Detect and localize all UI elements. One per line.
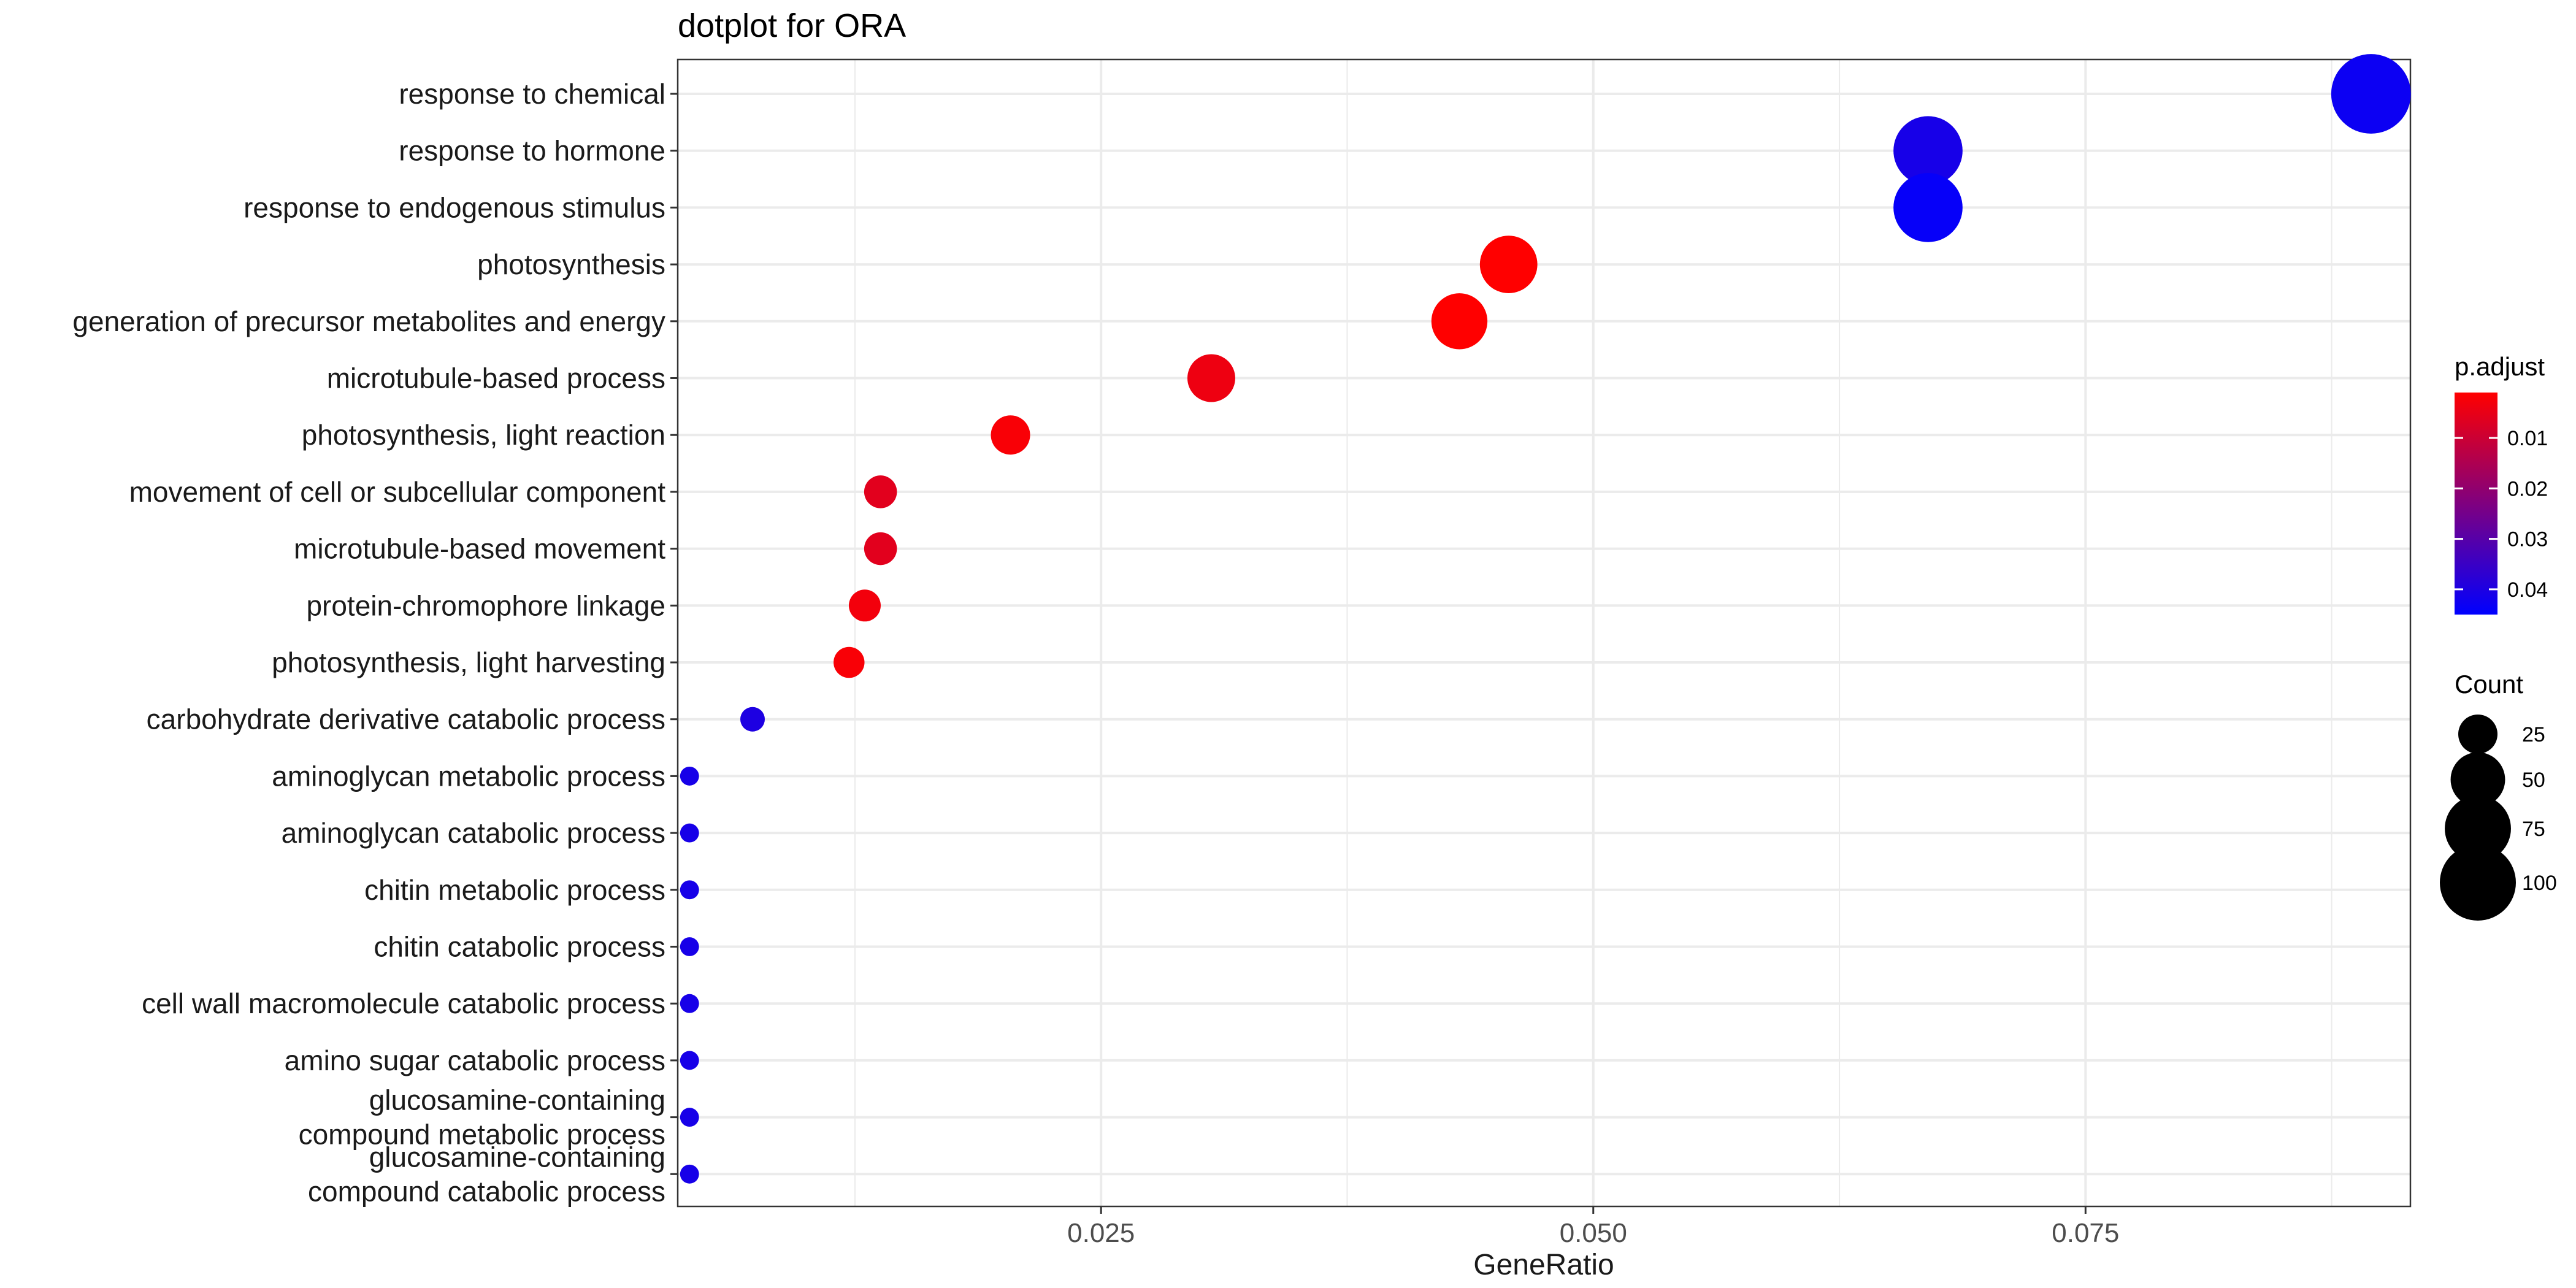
color-legend: p.adjust 0.01 0.02 0.03 0.04 xyxy=(2455,352,2548,615)
data-point xyxy=(680,994,699,1013)
category-label: response to chemical xyxy=(399,78,665,110)
size-legend: Count 25 50 75 100 xyxy=(2440,670,2557,921)
x-axis-title: GeneRatio xyxy=(1473,1249,1614,1281)
size-legend-items: 25 50 75 100 xyxy=(2440,715,2557,921)
data-point xyxy=(864,475,897,508)
color-bar-ticks: 0.01 0.02 0.03 0.04 xyxy=(2455,427,2548,602)
data-point xyxy=(680,766,699,786)
size-legend-label: 50 xyxy=(2522,769,2545,792)
category-label: photosynthesis, light harvesting xyxy=(272,646,665,678)
data-point xyxy=(848,589,881,622)
size-legend-dot xyxy=(2450,752,2505,807)
x-axis: 0.025 0.050 0.075 xyxy=(1067,1206,2119,1248)
color-bar-tick-label: 0.01 xyxy=(2507,427,2548,450)
x-tick-label: 0.050 xyxy=(1560,1218,1627,1248)
category-label: response to endogenous stimulus xyxy=(243,191,665,223)
category-label: chitin catabolic process xyxy=(374,931,665,963)
size-legend-dot xyxy=(2440,845,2516,921)
color-legend-title: p.adjust xyxy=(2455,352,2545,381)
data-point xyxy=(680,1108,699,1127)
category-label: carbohydrate derivative catabolic proces… xyxy=(147,703,665,735)
color-bar xyxy=(2455,393,2497,615)
data-points xyxy=(680,54,2411,1184)
size-legend-dot xyxy=(2458,715,2497,754)
category-label: glucosamine-containing compound catabolic… xyxy=(308,1141,665,1207)
size-legend-label: 75 xyxy=(2522,818,2545,841)
category-label: glucosamine-containing compound metabolic… xyxy=(299,1084,665,1151)
data-point xyxy=(740,707,765,732)
size-legend-dot xyxy=(2445,795,2511,862)
data-point xyxy=(1893,173,1963,242)
data-point xyxy=(1431,293,1488,350)
category-label: microtubule-based process xyxy=(327,362,665,394)
category-label: microtubule-based movement xyxy=(294,533,665,565)
category-label: aminoglycan metabolic process xyxy=(272,760,665,792)
data-point xyxy=(1187,354,1235,402)
category-label: generation of precursor metabolites and … xyxy=(72,305,665,337)
x-tick-label: 0.075 xyxy=(2052,1218,2119,1248)
plot-panel xyxy=(677,58,2412,1208)
category-label: aminoglycan catabolic process xyxy=(282,817,665,849)
category-label: chitin metabolic process xyxy=(364,874,665,906)
color-bar-tick-label: 0.02 xyxy=(2507,477,2548,500)
data-point xyxy=(680,880,699,900)
data-point xyxy=(680,1051,699,1070)
data-point xyxy=(680,937,699,956)
color-bar-tick-label: 0.04 xyxy=(2507,578,2548,602)
y-axis: response to chemical response to hormone r… xyxy=(72,78,678,1207)
data-point xyxy=(680,1164,699,1184)
gridlines xyxy=(678,59,2410,1206)
data-point xyxy=(2331,54,2411,134)
category-label: movement of cell or subcellular componen… xyxy=(129,476,666,508)
size-legend-label: 100 xyxy=(2522,872,2557,895)
data-point xyxy=(991,415,1030,455)
category-label: amino sugar catabolic process xyxy=(285,1045,665,1076)
category-label: photosynthesis xyxy=(477,248,665,280)
data-point xyxy=(680,823,699,843)
size-legend-title: Count xyxy=(2455,670,2523,699)
size-legend-label: 25 xyxy=(2522,723,2545,746)
data-point xyxy=(1893,116,1963,186)
category-label: protein-chromophore linkage xyxy=(306,589,665,621)
category-label: photosynthesis, light reaction xyxy=(302,419,665,451)
category-label: response to hormone xyxy=(399,135,665,167)
data-point xyxy=(864,532,897,565)
chart-title: dotplot for ORA xyxy=(678,7,906,44)
data-point xyxy=(834,646,865,678)
data-point xyxy=(1479,236,1538,293)
color-bar-tick-label: 0.03 xyxy=(2507,528,2548,551)
category-label: cell wall macromolecule catabolic proces… xyxy=(142,987,665,1019)
x-tick-label: 0.025 xyxy=(1067,1218,1135,1248)
